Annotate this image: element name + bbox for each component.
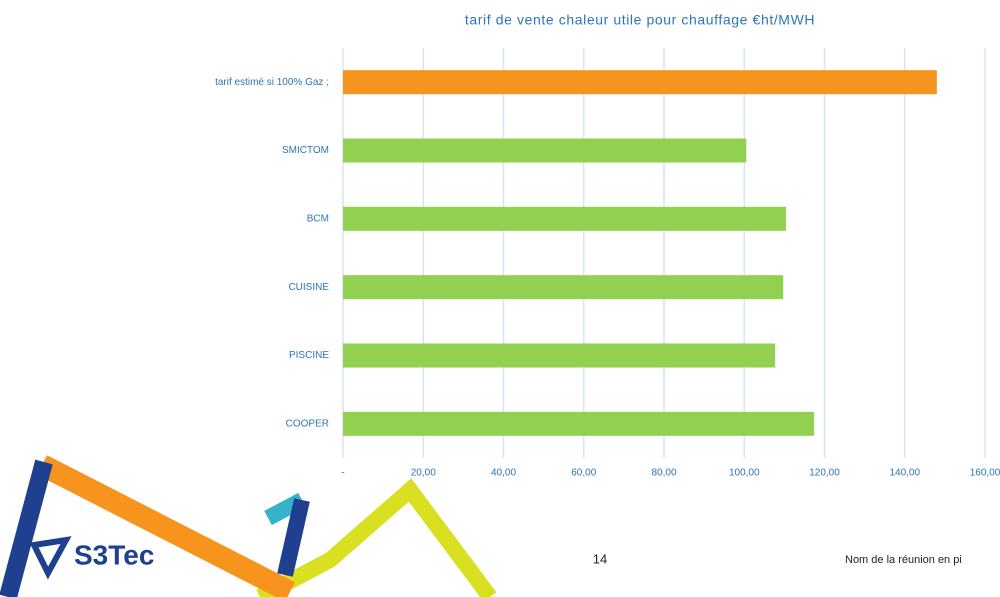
bar: [343, 206, 786, 231]
yellow-stripe: [256, 478, 497, 597]
x-tick-label: 160,00: [970, 468, 1000, 479]
x-tick-label: 40,00: [491, 468, 516, 479]
bar: [343, 411, 815, 436]
x-tick-label: 100,00: [729, 468, 760, 479]
blue-stripe: [277, 498, 310, 577]
y-tick-label: PISCINE: [289, 350, 329, 361]
x-tick-label: 140,00: [889, 468, 920, 479]
y-tick-label: COOPER: [286, 418, 329, 429]
decoration: S3Tec: [0, 455, 497, 597]
logo-text: S3Tec: [74, 539, 154, 570]
blue-stripe: [0, 459, 53, 597]
orange-stripe: [36, 455, 296, 597]
y-tick-label: CUISINE: [288, 282, 329, 293]
footer-text: Nom de la réunion en pi: [845, 554, 962, 566]
bar: [343, 70, 937, 95]
x-tick-label: -: [341, 468, 344, 479]
chart-title: tarif de vente chaleur utile pour chauff…: [465, 12, 815, 28]
bar: [343, 138, 747, 163]
x-tick-label: 20,00: [411, 468, 436, 479]
page-number: 14: [593, 551, 607, 566]
x-tick-label: 60,00: [571, 468, 596, 479]
y-tick-label: tarif estimé si 100% Gaz ;: [215, 77, 329, 88]
y-tick-label: SMICTOM: [282, 145, 329, 156]
y-tick-label: BCM: [307, 213, 329, 224]
x-tick-label: 80,00: [651, 468, 676, 479]
logo-icon: [29, 536, 72, 580]
bar: [343, 343, 776, 368]
chart: - 20,00 40,00 60,00 80,00 100,00 120,00 140,00 1…: [215, 48, 1000, 479]
bar: [343, 275, 784, 300]
x-tick-label: 120,00: [809, 468, 840, 479]
